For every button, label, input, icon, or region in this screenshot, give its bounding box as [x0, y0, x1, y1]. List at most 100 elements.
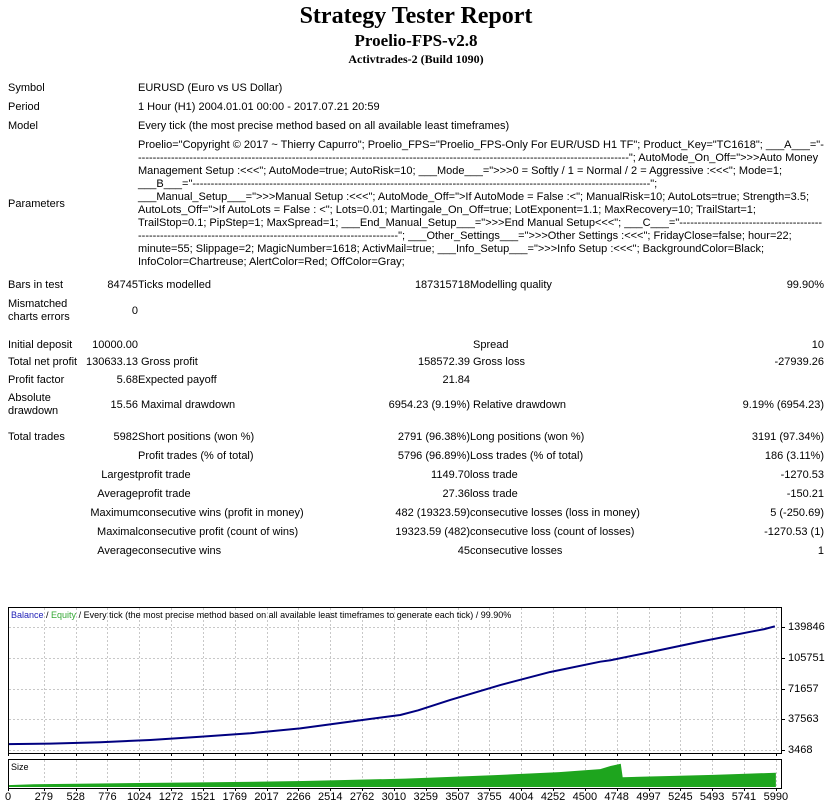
stat-qualifier: Average — [97, 545, 138, 557]
stat-value: 10 — [811, 339, 824, 351]
stat-value: 21.84 — [442, 374, 470, 386]
stat-label: loss trade — [470, 469, 518, 481]
info-label: Symbol — [8, 82, 45, 94]
stats-row-bars: Bars in test 84745 Ticks modelled 187315… — [8, 276, 824, 295]
chart-section: Balance / Equity / Every tick (the most … — [0, 607, 832, 805]
stat-label: consecutive profit (count of wins) — [138, 526, 299, 538]
stats-row-maximum-consecutive: Maximum consecutive wins (profit in mone… — [8, 504, 824, 523]
stat-value: 158572.39 — [418, 356, 470, 368]
stat-value: 10000.00 — [92, 339, 138, 351]
stat-label: profit trade — [138, 469, 191, 481]
x-axis-label: 4748 — [604, 791, 629, 803]
stat-label: Mismatched charts errors — [8, 298, 70, 323]
stat-label: Maximal drawdown — [141, 398, 236, 411]
stat-qualifier: Average — [97, 488, 138, 500]
x-axis-label: 528 — [66, 791, 85, 803]
ea-version-title: Proelio-FPS-v2.8 — [354, 31, 478, 50]
stat-label: profit trade — [138, 488, 191, 500]
stat-label: Bars in test — [8, 279, 64, 291]
y-axis-label: 139846 — [788, 621, 825, 633]
info-label: Parameters — [8, 197, 65, 210]
stat-value: -1270.53 — [780, 469, 824, 481]
stat-value: -27939.26 — [774, 356, 824, 368]
stat-value: 5796 (96.89%) — [397, 450, 470, 462]
stat-value: 45 — [457, 545, 470, 557]
stat-qualifier: Largest — [101, 469, 138, 481]
stat-label: Gross profit — [141, 356, 198, 368]
stats-row-average-consecutive: Average consecutive wins 45 consecutive … — [8, 542, 824, 561]
info-row-period: Period 1 Hour (H1) 2004.01.01 00:00 - 20… — [8, 98, 824, 117]
parameters-text: Proelio="Copyright © 2017 ~ Thierry Capu… — [138, 139, 824, 268]
stats-row-maximal-consecutive: Maximal consecutive profit (count of win… — [8, 523, 824, 542]
stat-value: 130633.13 — [86, 356, 138, 368]
stat-label: Short positions (won %) — [138, 431, 255, 443]
stats-row-average-trade: Average profit trade 27.36 loss trade -1… — [8, 485, 824, 504]
stat-value: 2791 (96.38%) — [397, 431, 470, 443]
stats-row-deposit: Initial deposit 10000.00 Spread 10 — [8, 337, 824, 354]
stat-label: Gross loss — [473, 356, 525, 368]
stat-qualifier: Maximal — [97, 526, 138, 538]
stats-row-drawdown: Absolute drawdown 15.56 Maximal drawdown… — [8, 390, 824, 420]
x-axis-label: 3755 — [477, 791, 502, 803]
x-axis-label: 1272 — [158, 791, 184, 803]
info-value: Every tick (the most precise method base… — [138, 120, 510, 132]
x-axis-label: 5990 — [763, 791, 789, 803]
x-axis-label: 2762 — [349, 791, 375, 803]
stat-label: Expected payoff — [138, 374, 217, 386]
stat-value: 3191 (97.34%) — [751, 431, 824, 443]
legend-separator: / — [43, 610, 52, 620]
legend-separator: / — [76, 610, 84, 620]
stat-label: consecutive losses — [470, 545, 563, 557]
x-axis-label: 4997 — [636, 791, 661, 803]
stat-label: Profit trades (% of total) — [138, 450, 254, 462]
info-label: Model — [8, 120, 38, 132]
y-axis-label: 37563 — [788, 713, 819, 725]
stat-value: 5.68 — [116, 374, 138, 386]
legend-equity-label: Equity — [51, 610, 77, 620]
stat-value: -150.21 — [786, 488, 824, 500]
info-value: EURUSD (Euro vs US Dollar) — [138, 82, 283, 94]
y-axis-labels: 3468 37563 71657 105751 139846 — [788, 607, 832, 777]
stat-value: 27.36 — [442, 488, 470, 500]
info-value: 1 Hour (H1) 2004.01.01 00:00 - 2017.07.2… — [138, 101, 380, 113]
stats-row-total-trades: Total trades 5982 Short positions (won %… — [8, 428, 824, 447]
stat-value: -1270.53 (1) — [764, 526, 824, 538]
legend-model-label: Every tick (the most precise method base… — [83, 610, 512, 620]
y-axis-label: 3468 — [788, 744, 813, 756]
stat-label: Spread — [473, 339, 509, 351]
stat-label: Profit factor — [8, 374, 65, 386]
x-axis-label: 5741 — [731, 791, 757, 803]
stat-value: 99.90% — [786, 279, 824, 291]
info-row-parameters: Parameters Proelio="Copyright © 2017 ~ T… — [8, 136, 824, 272]
report-header: Strategy Tester Report Proelio-FPS-v2.8 … — [0, 0, 832, 67]
x-axis-label: 279 — [34, 791, 53, 803]
stat-label: Ticks modelled — [138, 279, 211, 291]
stat-value: 84745 — [107, 279, 138, 291]
x-axis-label: 4004 — [509, 791, 534, 803]
info-label: Period — [8, 101, 40, 113]
y-axis-label: 105751 — [788, 652, 825, 664]
x-axis-label: 3259 — [413, 791, 438, 803]
stat-value: 19323.59 (482) — [395, 526, 470, 538]
x-axis-label: 0 — [4, 791, 12, 803]
stats-row-profit-factor: Profit factor 5.68 Expected payoff 21.84 — [8, 371, 824, 390]
x-axis-label: 3507 — [445, 791, 470, 803]
stat-qualifier: Maximum — [90, 507, 138, 519]
stat-value: 482 (19323.59) — [395, 507, 470, 519]
stat-value: 0 — [131, 304, 138, 317]
stats-row-largest: Largest profit trade 1149.70 loss trade … — [8, 466, 824, 485]
x-axis-label: 5493 — [699, 791, 725, 803]
stats-row-net-profit: Total net profit 130633.13 Gross profit … — [8, 354, 824, 371]
x-axis-label: 1769 — [222, 791, 247, 803]
stat-value: 1149.70 — [431, 469, 470, 481]
stat-value: 5982 — [113, 431, 138, 443]
stat-value: 6954.23 (9.19%) — [388, 398, 470, 411]
stat-value: 9.19% (6954.23) — [742, 398, 824, 411]
stat-label: consecutive wins (profit in money) — [138, 507, 304, 519]
stat-label: loss trade — [470, 488, 518, 500]
stat-label: Loss trades (% of total) — [470, 450, 584, 462]
stats-row-profit-trades: Profit trades (% of total) 5796 (96.89%)… — [8, 447, 824, 466]
x-axis-label: 776 — [98, 791, 117, 803]
info-row-model: Model Every tick (the most precise metho… — [8, 117, 824, 136]
stat-value: 186 (3.11%) — [764, 450, 824, 462]
